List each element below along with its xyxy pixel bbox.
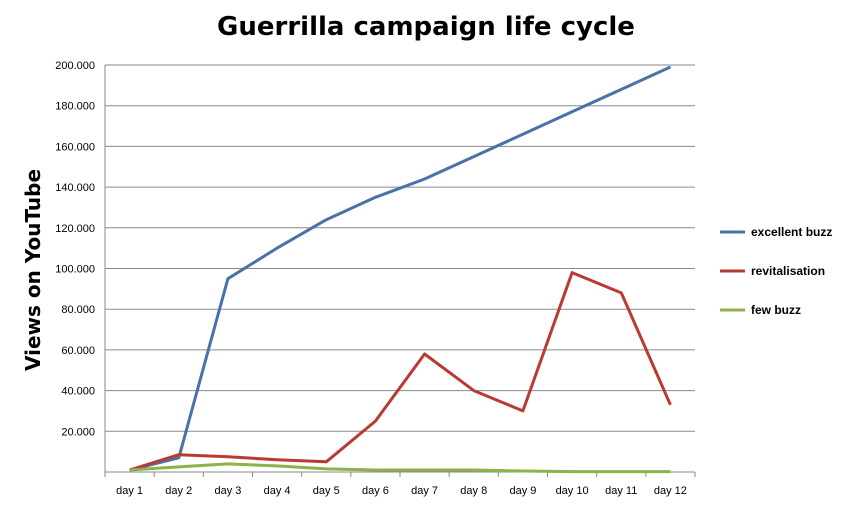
x-tick-label: day 11 <box>605 485 637 497</box>
series-line-few-buzz <box>129 462 671 474</box>
series-line-excellent-buzz <box>129 65 672 472</box>
y-tick-label: 180.000 <box>55 101 95 113</box>
series-line-revitalisation <box>129 271 672 472</box>
y-tick-label: 100.000 <box>55 264 95 276</box>
x-tick-label: day 9 <box>509 485 536 497</box>
legend-label-revitalisation: revitalisation <box>751 264 825 278</box>
x-tick-label: day 1 <box>116 485 143 497</box>
y-tick-labels: 20.000 40.000 60.000 80.000 100.000 120.000 14… <box>55 60 95 438</box>
chart-title: Guerrilla campaign life cycle <box>217 12 635 42</box>
x-tick-label: day 10 <box>556 485 589 497</box>
legend: excellent buzz revitalisation few buzz <box>720 225 832 317</box>
x-tick-label: day 12 <box>654 485 687 497</box>
y-tick-label: 40.000 <box>61 386 95 398</box>
axes <box>104 65 696 477</box>
x-tick-label: day 8 <box>460 485 487 497</box>
legend-label-few-buzz: few buzz <box>751 303 801 317</box>
y-tick-label: 200.000 <box>55 60 95 72</box>
y-tick-label: 80.000 <box>61 304 95 316</box>
gridlines <box>105 64 695 432</box>
x-tick-label: day 5 <box>313 485 340 497</box>
x-tick-label: day 6 <box>362 485 389 497</box>
x-tick-label: day 3 <box>214 485 241 497</box>
x-tick-label: day 2 <box>165 485 192 497</box>
x-tick-label: day 4 <box>264 485 291 497</box>
y-tick-label: 20.000 <box>61 426 95 438</box>
y-tick-label: 140.000 <box>55 182 95 194</box>
legend-label-excellent-buzz: excellent buzz <box>751 225 832 239</box>
y-tick-label: 60.000 <box>61 345 95 357</box>
y-tick-label: 120.000 <box>55 223 95 235</box>
x-tick-label: day 7 <box>411 485 438 497</box>
series-lines <box>129 65 672 474</box>
x-tick-labels: day 1 day 2 day 3 day 4 day 5 day 6 day 7 day 8… <box>116 485 687 497</box>
y-tick-label: 160.000 <box>55 141 95 153</box>
